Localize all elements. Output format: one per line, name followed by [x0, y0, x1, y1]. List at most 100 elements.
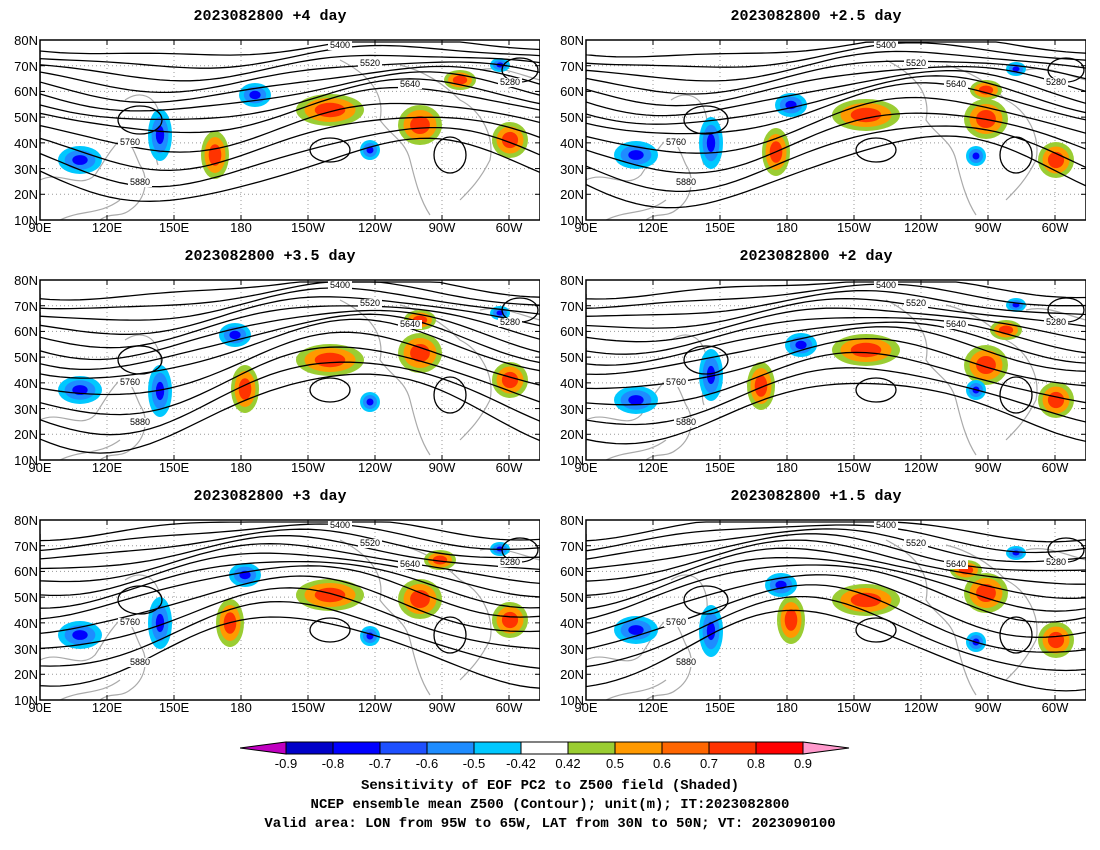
coastline	[59, 199, 121, 220]
panel-title: 2023082800 +3 day	[193, 488, 347, 505]
coastline	[59, 679, 121, 700]
z500-contour	[40, 102, 540, 153]
contour-label: 5640	[400, 79, 420, 89]
z500-contour	[40, 86, 540, 134]
z500-closed-contour	[433, 136, 467, 174]
lon-tick-label: 90W	[974, 220, 1002, 235]
contour-label: 5880	[676, 657, 696, 667]
contour-label: 5640	[946, 319, 966, 329]
z500-contour	[40, 331, 540, 396]
z500-contour	[586, 521, 1086, 543]
contour-label: 5280	[500, 77, 520, 87]
z500-closed-contour	[433, 616, 467, 654]
map-plot: 5280 5400 5520 5640 5760 5880	[39, 39, 540, 221]
z500-contour	[40, 137, 540, 202]
lat-tick-label: 10N	[14, 213, 38, 228]
contour-label: 5280	[500, 557, 520, 567]
lon-tick-label: 150E	[158, 220, 190, 235]
colorbar-tick-label: 0.6	[652, 756, 672, 771]
z500-contour	[586, 283, 1086, 309]
lat-tick-label: 30N	[14, 641, 38, 657]
z500-contour	[40, 281, 540, 301]
lon-tick-label: 90W	[428, 700, 456, 715]
colorbar-segment	[332, 741, 381, 755]
contour-label: 5880	[130, 657, 150, 667]
lon-tick-label: 90W	[428, 460, 456, 475]
z500-contour	[586, 574, 1086, 638]
contour-label: 5280	[1046, 317, 1066, 327]
lon-tick-label: 150W	[837, 220, 871, 235]
coastline	[945, 544, 1038, 681]
z500-contour	[586, 326, 1086, 376]
lon-tick-label: 180	[776, 220, 798, 235]
lat-tick-label: 60N	[560, 564, 584, 580]
lat-tick-label: 40N	[14, 375, 38, 391]
lon-tick-label: 180	[230, 700, 252, 715]
lon-tick-label: 120E	[91, 460, 123, 475]
colorbar-segment	[285, 741, 334, 755]
lon-tick-label: 90E	[28, 460, 52, 475]
z500-closed-contour	[309, 137, 351, 163]
lat-tick-label: 10N	[14, 693, 38, 708]
lat-tick-label: 20N	[560, 427, 584, 443]
z500-contour	[586, 539, 1086, 585]
z500-contour	[586, 50, 1086, 82]
colorbar-segment	[614, 741, 663, 755]
z500-contour	[40, 116, 540, 172]
contour-label: 5520	[360, 538, 380, 548]
z500-contour	[586, 307, 1086, 343]
z500-contour	[40, 54, 540, 82]
z500-contour	[586, 96, 1086, 154]
lon-tick-label: 150W	[291, 460, 325, 475]
lat-tick-label: 50N	[14, 110, 38, 126]
panel-title: 2023082800 +1.5 day	[730, 488, 902, 505]
lat-tick-label: 60N	[14, 84, 38, 100]
z500-contour	[40, 44, 540, 69]
z500-closed-contour	[117, 345, 163, 375]
z500-contour	[40, 346, 540, 416]
contour-label: 5520	[360, 298, 380, 308]
z500-closed-contour	[683, 585, 729, 615]
lon-tick-label: 120E	[637, 700, 669, 715]
lon-tick-label: 150W	[291, 700, 325, 715]
colorbar-tick-label: 0.8	[746, 756, 766, 771]
lon-tick-label: 120W	[358, 460, 392, 475]
lon-tick-label: 150E	[158, 460, 190, 475]
lat-tick-label: 50N	[560, 350, 584, 366]
lat-tick-label: 40N	[560, 135, 584, 151]
lat-tick-label: 70N	[14, 298, 38, 314]
z500-closed-contour	[855, 377, 897, 403]
lon-tick-label: 150E	[704, 460, 736, 475]
lat-tick-label: 50N	[560, 590, 584, 606]
z500-contour	[40, 543, 540, 585]
contour-label: 5880	[130, 417, 150, 427]
lon-tick-label: 150E	[704, 700, 736, 715]
colorbar-tick-label: -0.5	[462, 756, 486, 771]
z500-contour	[586, 65, 1086, 107]
z500-contour	[586, 595, 1086, 672]
lon-tick-label: 90E	[574, 460, 598, 475]
coastline	[605, 199, 667, 220]
contour-label: 5760	[666, 137, 686, 147]
contour-label: 5520	[360, 58, 380, 68]
z500-contour	[586, 337, 1086, 390]
z500-contour	[40, 575, 540, 635]
contour-label: 5520	[906, 58, 926, 68]
lon-tick-label: 90E	[28, 220, 52, 235]
colorbar-tick-label: -0.6	[415, 756, 439, 771]
z500-contour	[40, 318, 540, 379]
coastline	[59, 439, 121, 460]
colorbar-tick-label: 0.7	[699, 756, 719, 771]
colorbar-tick-label: -0.8	[321, 756, 345, 771]
coastline	[885, 299, 977, 456]
contour-label: 5640	[946, 559, 966, 569]
z500-contour	[40, 41, 540, 56]
lat-tick-label: 20N	[14, 187, 38, 203]
lat-tick-label: 40N	[560, 615, 584, 631]
lon-tick-label: 90E	[574, 700, 598, 715]
lat-tick-label: 30N	[560, 161, 584, 177]
lat-tick-label: 50N	[14, 350, 38, 366]
panel-title: 2023082800 +4 day	[193, 8, 347, 25]
lon-tick-label: 60W	[495, 460, 523, 475]
colorbar-tick-label: 0.9	[793, 756, 813, 771]
